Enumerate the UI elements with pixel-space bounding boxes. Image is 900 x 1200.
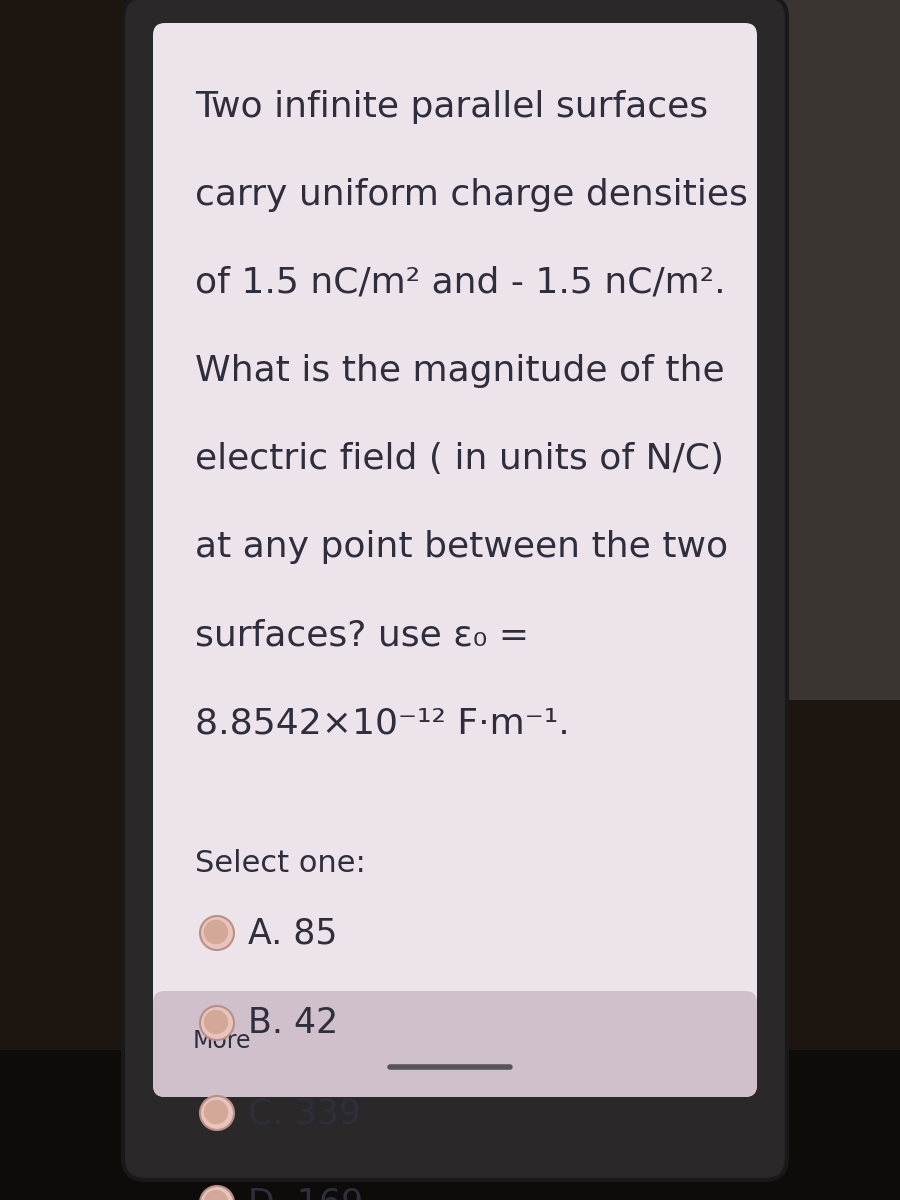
FancyBboxPatch shape [153, 23, 757, 1097]
Text: D. 169: D. 169 [248, 1186, 364, 1200]
FancyBboxPatch shape [123, 0, 787, 1180]
Text: Select one:: Select one: [195, 850, 365, 878]
Circle shape [200, 1096, 234, 1130]
Circle shape [203, 1009, 229, 1034]
Bar [630, 0, 900, 700]
Text: 8.8542×10⁻¹² F·m⁻¹.: 8.8542×10⁻¹² F·m⁻¹. [195, 706, 570, 740]
Circle shape [200, 1006, 234, 1040]
Circle shape [203, 919, 229, 944]
Text: B. 42: B. 42 [248, 1006, 338, 1040]
Text: C. 339: C. 339 [248, 1096, 361, 1130]
Circle shape [203, 1189, 229, 1200]
Text: More: More [193, 1028, 251, 1054]
Text: electric field ( in units of N/C): electric field ( in units of N/C) [195, 442, 724, 476]
Circle shape [200, 1186, 234, 1200]
Bar [0, 1050, 900, 1200]
Text: at any point between the two: at any point between the two [195, 530, 728, 564]
FancyBboxPatch shape [153, 991, 757, 1097]
Text: carry uniform charge densities: carry uniform charge densities [195, 178, 748, 212]
Text: Two infinite parallel surfaces: Two infinite parallel surfaces [195, 90, 708, 124]
Text: surfaces? use ε₀ =: surfaces? use ε₀ = [195, 618, 529, 652]
Text: of 1.5 nC/m² and - 1.5 nC/m².: of 1.5 nC/m² and - 1.5 nC/m². [195, 266, 725, 300]
Text: What is the magnitude of the: What is the magnitude of the [195, 354, 724, 388]
Bar [165, 1003, 745, 1022]
Text: A. 85: A. 85 [248, 916, 338, 950]
Circle shape [203, 1099, 229, 1124]
Circle shape [200, 916, 234, 950]
